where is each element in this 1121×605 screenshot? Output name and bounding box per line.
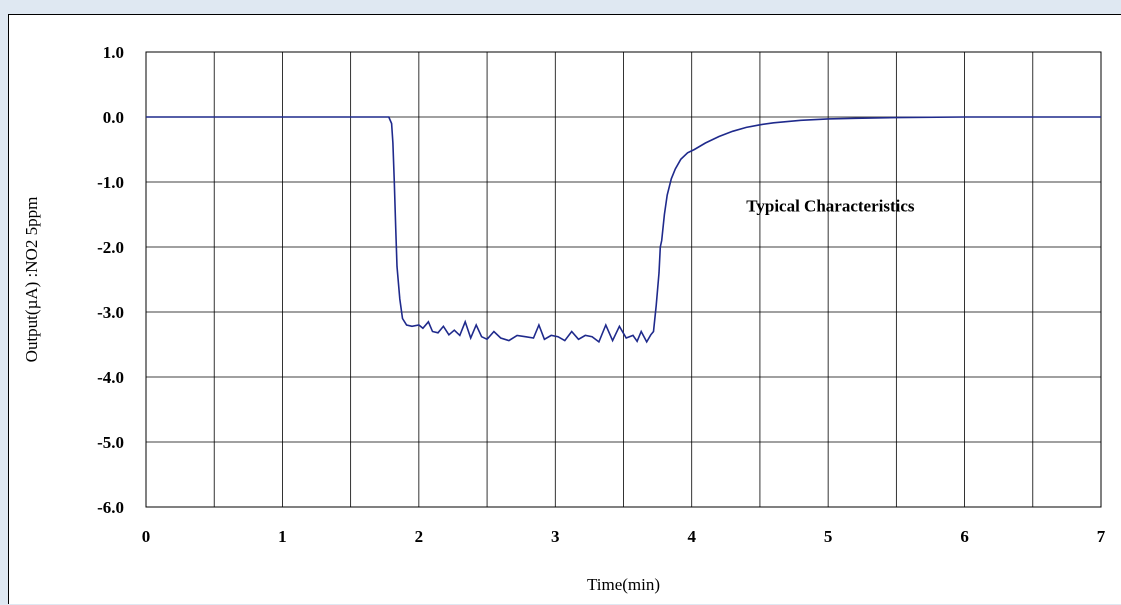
x-tick-label: 4 <box>687 527 696 546</box>
plot-area <box>145 51 1102 508</box>
y-tick-label: -5.0 <box>97 433 124 452</box>
y-tick-label: -3.0 <box>97 303 124 322</box>
y-tick-label: -2.0 <box>97 238 124 257</box>
chart-frame: 0 1 2 3 4 5 6 7 1.0 0.0 -1.0 -2.0 -3.0 -4.0 -5.0 -6.0 T… <box>8 14 1121 604</box>
tick-labels: 0 1 2 3 4 5 6 7 1.0 0.0 -1.0 -2.0 -3.0 -4.0 -5.0 -6.0 <box>97 43 1106 546</box>
x-axis-label: Time(min) <box>587 575 660 594</box>
y-axis-label: Output(µA) :NO2 5ppm <box>22 197 41 363</box>
x-tick-label: 2 <box>415 527 424 546</box>
x-tick-label: 5 <box>824 527 833 546</box>
y-tick-label: -6.0 <box>97 498 124 517</box>
chart-svg: 0 1 2 3 4 5 6 7 1.0 0.0 -1.0 -2.0 -3.0 -4.0 -5.0 -6.0 T… <box>22 43 1106 594</box>
x-tick-label: 1 <box>278 527 287 546</box>
x-tick-label: 3 <box>551 527 560 546</box>
y-tick-label: -1.0 <box>97 173 124 192</box>
y-tick-label: 0.0 <box>103 108 124 127</box>
x-tick-label: 6 <box>960 527 969 546</box>
x-tick-label: 0 <box>142 527 151 546</box>
annotation-typical-characteristics: Typical Characteristics <box>746 196 915 215</box>
x-tick-label: 7 <box>1097 527 1106 546</box>
y-tick-label: 1.0 <box>103 43 124 62</box>
grid <box>146 52 1101 507</box>
series-line <box>146 116 1101 344</box>
y-tick-label: -4.0 <box>97 368 124 387</box>
